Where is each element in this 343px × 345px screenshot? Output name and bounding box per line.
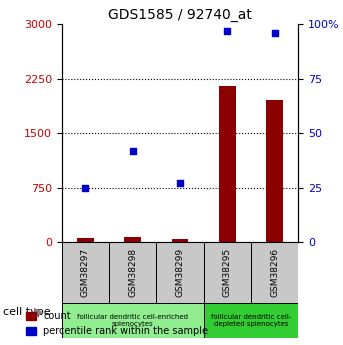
FancyBboxPatch shape bbox=[62, 242, 109, 303]
Point bbox=[225, 28, 230, 33]
Legend: count, percentile rank within the sample: count, percentile rank within the sample bbox=[22, 307, 212, 340]
Bar bbox=[267, 100, 283, 242]
Text: GSM38298: GSM38298 bbox=[128, 248, 137, 297]
FancyBboxPatch shape bbox=[156, 242, 204, 303]
Text: follicular dendritic cell-enriched
splenocytes: follicular dendritic cell-enriched splen… bbox=[77, 314, 188, 327]
Text: GSM38295: GSM38295 bbox=[223, 248, 232, 297]
Text: ▶: ▶ bbox=[34, 306, 44, 319]
Text: GSM38297: GSM38297 bbox=[81, 248, 90, 297]
Point bbox=[272, 30, 277, 36]
Text: GSM38296: GSM38296 bbox=[270, 248, 279, 297]
Point bbox=[130, 148, 135, 154]
FancyBboxPatch shape bbox=[251, 242, 298, 303]
Text: GSM38299: GSM38299 bbox=[176, 248, 185, 297]
Title: GDS1585 / 92740_at: GDS1585 / 92740_at bbox=[108, 8, 252, 22]
FancyBboxPatch shape bbox=[62, 303, 204, 338]
FancyBboxPatch shape bbox=[204, 303, 298, 338]
FancyBboxPatch shape bbox=[109, 242, 156, 303]
Bar bbox=[219, 86, 236, 242]
Text: cell type: cell type bbox=[3, 307, 51, 317]
Bar bbox=[172, 238, 188, 242]
Bar bbox=[125, 237, 141, 242]
Point bbox=[83, 185, 88, 190]
FancyBboxPatch shape bbox=[204, 242, 251, 303]
Bar bbox=[77, 238, 94, 242]
Point bbox=[177, 180, 183, 186]
Text: follicular dendritic cell-
depleted splenocytes: follicular dendritic cell- depleted sple… bbox=[211, 314, 291, 327]
